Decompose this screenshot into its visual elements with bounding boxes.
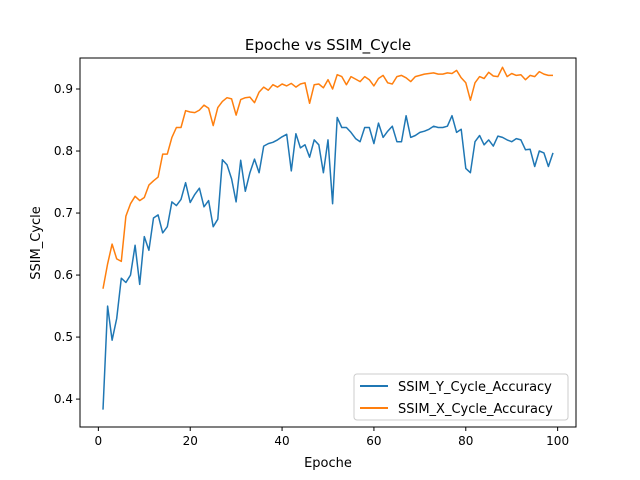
x-tick-label: 0: [95, 434, 103, 448]
x-tick-label: 20: [183, 434, 198, 448]
legend-label-x-cycle: SSIM_X_Cycle_Accuracy: [398, 402, 553, 417]
y-axis-label: SSIM_Cycle: [29, 206, 44, 280]
y-tick-label: 0.4: [54, 392, 73, 406]
x-tick-label: 80: [458, 434, 473, 448]
series-line-ssim-x-cycle-accuracy: [102, 66, 553, 289]
x-tick-label: 40: [274, 434, 289, 448]
y-tick-label: 0.8: [54, 144, 73, 158]
plot-frame: [79, 57, 577, 428]
legend-box: [353, 373, 569, 421]
chart-title: Epoche vs SSIM_Cycle: [245, 36, 411, 55]
x-axis-label: Epoche: [304, 456, 352, 471]
plot-area: [102, 66, 554, 410]
x-axis: 0 20 40 60 80 100: [95, 427, 569, 448]
legend: SSIM_Y_Cycle_Accuracy SSIM_X_Cycle_Accur…: [353, 373, 569, 421]
legend-label-y-cycle: SSIM_Y_Cycle_Accuracy: [398, 380, 552, 395]
y-tick-label: 0.9: [54, 82, 73, 96]
y-tick-label: 0.7: [54, 206, 73, 220]
x-tick-label: 60: [366, 434, 381, 448]
series-line-ssim-y-cycle-accuracy: [102, 114, 554, 410]
y-tick-label: 0.5: [54, 330, 73, 344]
y-axis: 0.4 0.5 0.6 0.7 0.8 0.9: [54, 82, 80, 406]
y-tick-label: 0.6: [54, 268, 73, 282]
x-tick-label: 100: [546, 434, 569, 448]
